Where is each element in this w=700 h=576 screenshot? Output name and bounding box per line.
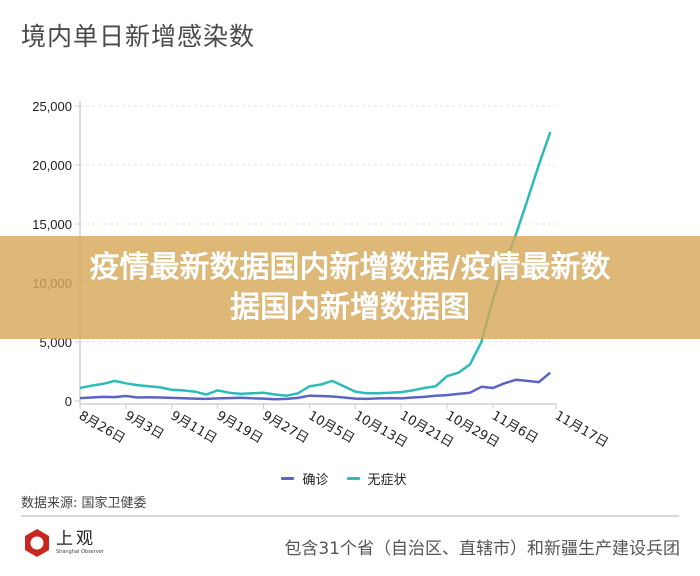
logo-hexagon-icon xyxy=(25,529,49,557)
y-tick-label: 0 xyxy=(65,394,72,409)
y-tick-label: 20,000 xyxy=(32,158,72,173)
logo-text-en: Shanghai Observer xyxy=(56,549,104,555)
chart-legend: 确诊 无症状 xyxy=(0,469,694,488)
legend-label: 确诊 xyxy=(302,473,329,488)
y-tick-label: 15,000 xyxy=(32,217,72,232)
x-tick-label: 9月3日 xyxy=(122,408,166,442)
overlay-banner: 疫情最新数据国内新增数据/疫情最新数 据国内新增数据图 xyxy=(0,236,700,339)
shanghai-observer-logo[interactable]: 上观 Shanghai Observer xyxy=(22,528,104,558)
data-source: 数据来源: 国家卫健委 xyxy=(21,496,147,511)
banner-line-2: 据国内新增数据图 xyxy=(230,289,470,325)
asymptomatic-series-line xyxy=(79,131,552,397)
coverage-note: 包含31个省（自治区、直辖市）和新疆生产建设兵团 xyxy=(284,539,680,559)
legend-label: 无症状 xyxy=(367,473,407,488)
asymptomatic-swatch-icon xyxy=(346,477,360,480)
footer-divider xyxy=(21,515,679,517)
chart-title: 境内单日新增感染数 xyxy=(21,22,256,51)
banner-line-1: 疫情最新数据国内新增数据/疫情最新数 xyxy=(89,249,611,285)
x-tick-label: 9月19日 xyxy=(214,408,266,446)
legend-item-asymptomatic[interactable]: 无症状 xyxy=(346,469,407,488)
confirmed-series-line xyxy=(79,371,552,401)
confirmed-swatch-icon xyxy=(281,477,295,480)
x-tick-label: 11月17日 xyxy=(552,408,611,451)
x-tick-label: 10月5日 xyxy=(305,408,357,446)
y-tick-label: 25,000 xyxy=(32,99,72,114)
logo-text-cn: 上观 xyxy=(56,529,96,549)
legend-item-confirmed[interactable]: 确诊 xyxy=(281,469,329,488)
x-tick-label: 9月27日 xyxy=(260,408,312,446)
x-tick-label: 8月26日 xyxy=(76,408,128,446)
x-tick-label: 9月11日 xyxy=(168,408,220,446)
